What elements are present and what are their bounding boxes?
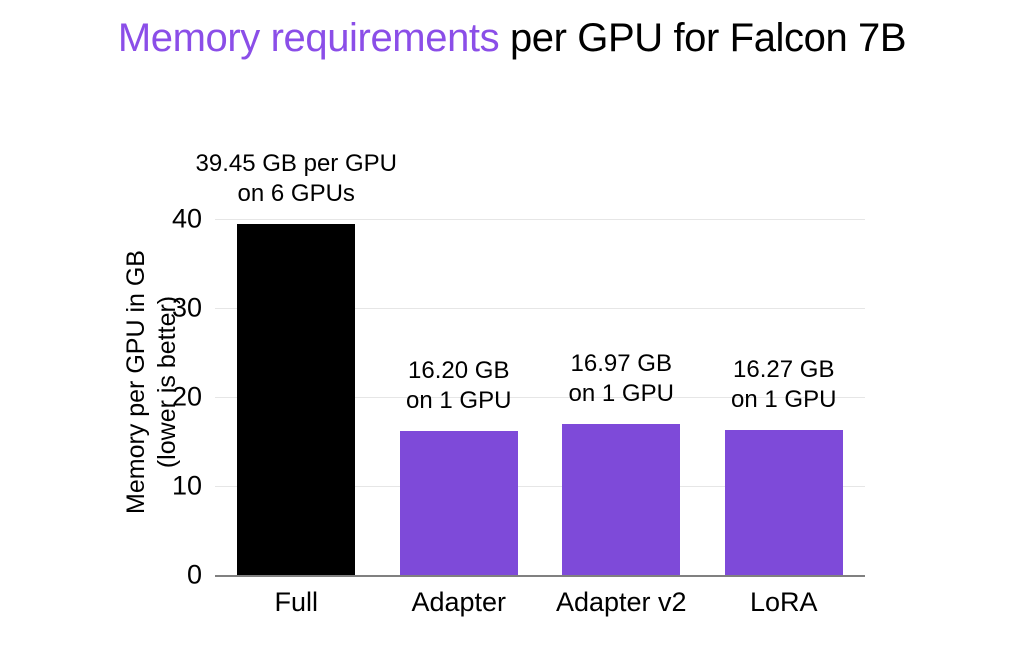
bar-annotation-value: 16.97 GB [570,350,672,378]
y-tick-label: 30 [171,292,202,323]
y-tick-label: 0 [186,559,202,590]
x-axis-line [215,575,865,577]
gridline [215,397,865,399]
bar-lora[interactable] [724,430,843,575]
bar-full[interactable] [237,224,356,575]
y-axis-title-line1: Memory per GPU in GB [122,250,150,514]
y-tick-label: 10 [171,470,202,501]
bar-annotation-value: 16.27 GB [733,356,835,384]
bar-annotation-gpus: on 1 GPU [406,386,512,414]
bar-adapter-v2[interactable] [562,424,681,575]
bar-annotation: 16.20 GB on 1 GPU [309,356,609,416]
bar-annotation: 39.45 GB per GPU on 6 GPUs [146,149,446,209]
bar-annotation-gpus: on 1 GPU [731,386,837,414]
chart-title-plain: per GPU for Falcon 7B [499,16,907,60]
bar-adapter[interactable] [399,430,518,575]
chart-title: Memory requirements per GPU for Falcon 7… [0,14,1024,62]
x-tick-label: Full [274,587,318,617]
bar-annotation-value: 39.45 GB per GPU [195,150,397,178]
bar-annotation: 16.27 GB on 1 GPU [634,355,934,415]
plot-area: 0 10 20 30 40 [172,197,865,588]
x-tick-label: LoRA [749,587,818,617]
bar-annotation: 16.97 GB on 1 GPU [471,349,771,409]
gridline [215,486,865,488]
y-tick-label: 40 [171,203,202,234]
bar-annotation-value: 16.20 GB [408,356,510,384]
x-tick-label: Adapter v2 [555,587,687,617]
chart-title-accent: Memory requirements [117,16,500,60]
bar-annotation-gpus: on 6 GPUs [237,180,355,208]
gridline [215,219,865,221]
bar-annotation-gpus: on 1 GPU [568,380,674,408]
x-tick-label: Adapter [411,587,507,617]
gridline [215,308,865,310]
y-tick-label: 20 [171,381,202,412]
